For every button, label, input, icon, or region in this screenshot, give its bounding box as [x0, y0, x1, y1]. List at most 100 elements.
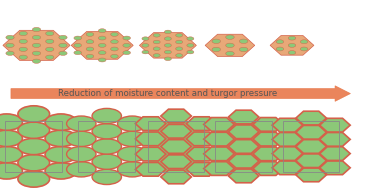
Polygon shape [186, 147, 217, 161]
Circle shape [212, 47, 220, 52]
Circle shape [153, 54, 160, 57]
Polygon shape [161, 140, 191, 153]
Circle shape [118, 146, 147, 162]
Circle shape [123, 51, 131, 55]
Bar [5, 121, 62, 172]
Circle shape [98, 58, 106, 62]
Circle shape [276, 47, 284, 51]
Circle shape [98, 43, 106, 47]
Polygon shape [296, 140, 326, 153]
Polygon shape [228, 125, 259, 139]
Polygon shape [204, 147, 234, 161]
Circle shape [288, 51, 296, 55]
Bar [5, 121, 62, 172]
Bar [5, 121, 62, 172]
Circle shape [6, 43, 14, 47]
Circle shape [111, 40, 118, 44]
Circle shape [59, 51, 67, 55]
Circle shape [153, 47, 160, 50]
Polygon shape [253, 162, 284, 175]
Circle shape [19, 31, 27, 36]
Circle shape [123, 43, 131, 47]
Circle shape [98, 36, 106, 40]
Polygon shape [296, 111, 326, 125]
Polygon shape [204, 162, 234, 175]
Circle shape [45, 130, 77, 146]
Circle shape [239, 39, 248, 43]
Circle shape [6, 51, 14, 55]
Circle shape [19, 47, 27, 51]
Polygon shape [296, 125, 326, 139]
Bar [283, 121, 339, 172]
Polygon shape [139, 33, 196, 58]
Circle shape [111, 54, 118, 58]
Circle shape [18, 155, 50, 171]
Circle shape [92, 108, 122, 124]
Circle shape [19, 55, 27, 59]
Circle shape [226, 35, 234, 39]
Polygon shape [161, 109, 191, 123]
Circle shape [153, 33, 160, 37]
Circle shape [0, 114, 23, 130]
Circle shape [74, 51, 81, 55]
Circle shape [111, 32, 118, 36]
Circle shape [32, 51, 41, 55]
Polygon shape [272, 132, 303, 146]
Circle shape [300, 40, 308, 44]
Circle shape [59, 43, 67, 47]
Polygon shape [320, 161, 350, 175]
Circle shape [164, 57, 172, 61]
Polygon shape [135, 117, 166, 130]
FancyArrow shape [11, 86, 350, 101]
Polygon shape [253, 118, 284, 131]
Circle shape [66, 116, 96, 131]
Bar [78, 121, 135, 172]
Circle shape [66, 162, 96, 177]
Text: Reduction of moisture content and turgor pressure: Reduction of moisture content and turgor… [58, 89, 277, 98]
Polygon shape [161, 124, 191, 138]
Circle shape [226, 43, 234, 48]
Polygon shape [253, 132, 284, 146]
Circle shape [32, 59, 41, 63]
Circle shape [45, 146, 77, 163]
Bar [148, 121, 204, 172]
Polygon shape [204, 132, 234, 146]
Polygon shape [253, 147, 284, 161]
Polygon shape [228, 154, 259, 168]
Polygon shape [296, 168, 326, 182]
Polygon shape [320, 118, 350, 132]
Circle shape [0, 146, 23, 163]
Circle shape [142, 37, 149, 40]
Polygon shape [186, 117, 217, 130]
Polygon shape [320, 147, 350, 160]
Polygon shape [228, 140, 259, 153]
Circle shape [0, 163, 23, 179]
Bar [78, 121, 135, 172]
Polygon shape [320, 132, 350, 146]
Circle shape [92, 154, 122, 169]
Circle shape [46, 55, 54, 59]
Circle shape [164, 43, 172, 47]
Polygon shape [296, 154, 326, 167]
Circle shape [46, 47, 54, 51]
Circle shape [59, 35, 67, 40]
Polygon shape [135, 132, 166, 146]
Polygon shape [186, 132, 217, 146]
Circle shape [176, 40, 182, 44]
Circle shape [153, 40, 160, 44]
Circle shape [18, 171, 50, 187]
Circle shape [226, 51, 234, 56]
Polygon shape [71, 31, 133, 59]
Circle shape [123, 36, 131, 40]
Bar [215, 121, 272, 172]
Circle shape [187, 50, 194, 54]
Circle shape [239, 47, 248, 52]
Circle shape [86, 40, 94, 44]
Circle shape [176, 33, 182, 37]
Circle shape [45, 114, 77, 130]
Circle shape [118, 116, 147, 131]
Circle shape [98, 51, 106, 55]
Bar [283, 121, 339, 172]
Circle shape [46, 39, 54, 43]
Circle shape [176, 47, 182, 50]
